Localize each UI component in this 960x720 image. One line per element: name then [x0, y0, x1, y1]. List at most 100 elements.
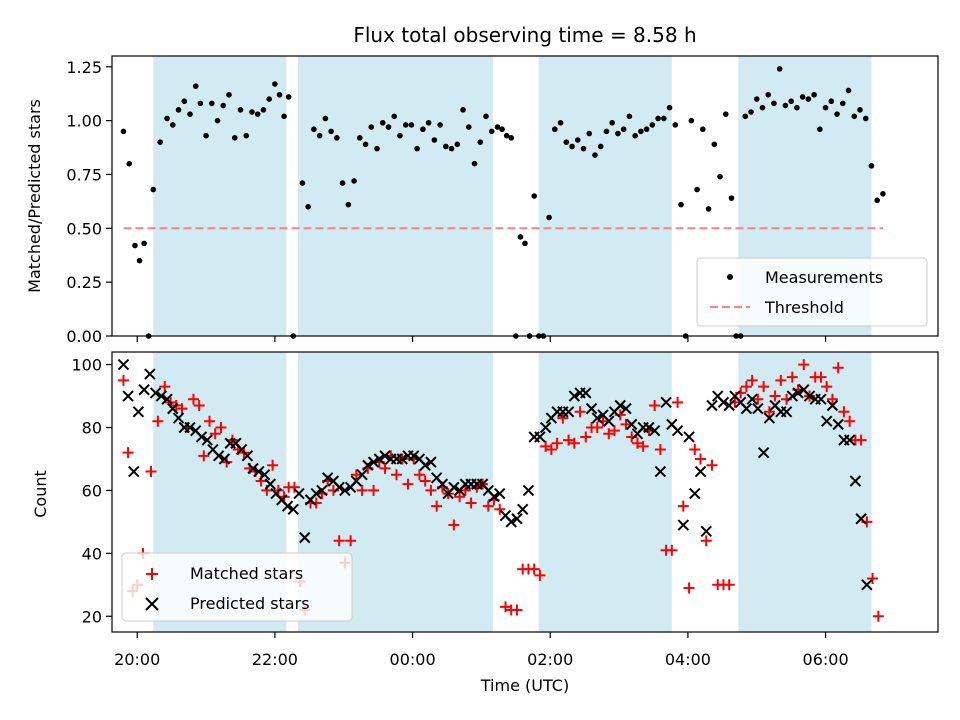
measurement-point	[345, 201, 352, 208]
predicted-star-point	[654, 465, 667, 478]
measurement-point	[266, 96, 272, 102]
matched-star-point	[345, 535, 357, 547]
matched-star-point	[723, 579, 735, 591]
matched-star-point	[333, 535, 345, 547]
measurement-point	[828, 98, 835, 105]
matched-star-point	[769, 390, 781, 402]
predicted-star-point	[740, 402, 753, 415]
measurement-point	[431, 137, 438, 143]
measurement-point	[794, 104, 800, 111]
matched-star-point	[288, 481, 300, 493]
predicted-star-point	[117, 358, 130, 371]
predicted-star-point	[448, 481, 460, 493]
top-x-ticks	[136, 336, 827, 342]
predicted-star-point	[132, 406, 145, 418]
predicted-star-point	[660, 396, 672, 409]
legend-matched-label: Matched stars	[190, 564, 303, 583]
matched-star-point	[855, 434, 867, 446]
y-tick-label: 60	[82, 481, 102, 500]
matched-star-point	[758, 381, 770, 393]
measurement-point	[226, 91, 232, 98]
predicted-star-point	[396, 453, 408, 465]
measurement-point	[339, 180, 346, 186]
matched-star-point	[431, 500, 443, 512]
matched-star-point	[402, 478, 414, 490]
predicted-star-point	[505, 516, 517, 528]
measurement-point	[322, 115, 329, 122]
matched-star-point	[379, 462, 391, 474]
top-legend: Measurements Threshold	[696, 257, 928, 327]
matched-star-point	[215, 422, 227, 434]
measurement-point	[728, 195, 735, 201]
predicted-star-point	[585, 402, 598, 415]
matched-star-point	[689, 444, 701, 456]
measurement-point	[460, 107, 466, 113]
predicted-star-point	[184, 421, 196, 434]
measurement-point	[420, 126, 426, 133]
predicted-star-point	[786, 390, 799, 402]
measurement-point	[661, 115, 667, 122]
matched-star-point	[494, 503, 506, 515]
predicted-star-point	[253, 465, 265, 478]
predicted-star-point	[568, 390, 581, 402]
measurement-point	[592, 152, 598, 158]
matched-star-point	[187, 393, 199, 405]
measurement-point	[311, 126, 317, 133]
y-tick-label: 100	[71, 356, 102, 375]
measurement-point	[385, 124, 392, 130]
measurement-point	[694, 186, 700, 193]
measurement-point	[328, 128, 334, 135]
predicted-star-point	[671, 424, 684, 437]
matched-star-point	[465, 497, 477, 509]
matched-star-point	[528, 563, 540, 575]
measurement-point	[788, 98, 794, 105]
measurement-point	[260, 107, 267, 113]
measurement-point	[851, 113, 858, 120]
measurement-point	[508, 135, 515, 141]
matched-star-point	[122, 447, 134, 459]
matched-star-point	[672, 396, 684, 408]
legend-matched-marker	[146, 568, 158, 580]
matched-star-point	[159, 381, 171, 393]
measurement-point	[471, 160, 478, 167]
measurement-point	[150, 186, 157, 193]
predicted-star-point	[161, 393, 173, 405]
legend-predicted-marker	[145, 597, 159, 611]
y-tick-label: 0.50	[66, 219, 102, 238]
measurement-point	[136, 257, 143, 264]
matched-star-point	[867, 573, 879, 585]
bottom-plot-frame	[111, 351, 939, 633]
measurement-point	[408, 122, 415, 128]
measurement-point	[874, 197, 880, 204]
x-tick-label: 20:00	[114, 650, 160, 669]
matched-star-point	[574, 406, 586, 418]
predicted-star-point	[144, 368, 156, 380]
predicted-star-point	[218, 453, 231, 465]
measurement-point	[597, 143, 604, 150]
matched-star-point	[603, 428, 615, 440]
measurement-point	[603, 128, 610, 135]
measurement-point	[759, 104, 766, 111]
matched-star-point	[557, 412, 569, 424]
matched-star-point	[752, 393, 764, 405]
predicted-star-point	[803, 390, 816, 402]
predicted-star-point	[172, 412, 185, 424]
predicted-star-point	[287, 503, 299, 516]
predicted-star-point	[591, 412, 603, 424]
measurement-point	[209, 100, 215, 107]
measurement-point	[799, 94, 806, 100]
y-tick-label: 1.25	[66, 58, 102, 77]
measurement-point	[220, 102, 227, 109]
predicted-star-point	[201, 434, 213, 446]
measurement-point	[368, 124, 375, 130]
bottom-y-ticks: 20 40 60 80 100	[71, 356, 112, 626]
measurement-point	[557, 119, 564, 126]
measurement-point	[374, 145, 380, 152]
predicted-star-point	[333, 481, 345, 493]
measurement-point	[643, 126, 650, 133]
matched-star-point	[534, 569, 546, 581]
matched-star-point	[198, 450, 210, 462]
x-tick-label: 02:00	[527, 650, 573, 669]
predicted-star-point	[752, 402, 764, 415]
measurement-point	[132, 242, 138, 249]
